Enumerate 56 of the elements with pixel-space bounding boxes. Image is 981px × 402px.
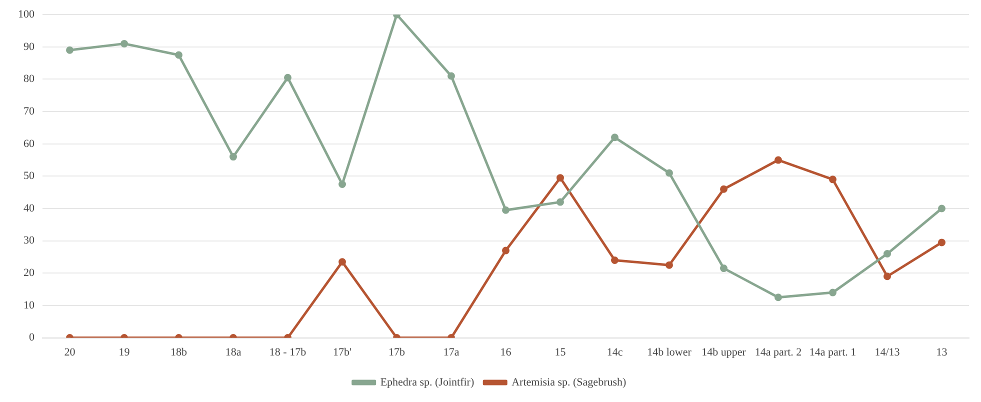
x-tick-label: 17b' — [333, 346, 352, 358]
point — [720, 264, 728, 272]
x-tick-label: 17b — [388, 346, 406, 358]
point — [666, 261, 673, 269]
point — [230, 153, 237, 161]
x-tick-label: 14b upper — [702, 346, 746, 358]
y-tick-label: 100 — [18, 8, 35, 20]
point — [774, 294, 782, 302]
y-tick-label: 60 — [24, 138, 35, 150]
y-tick-label: 90 — [24, 40, 35, 53]
point — [120, 40, 128, 48]
x-tick-label: 14a part. 1 — [809, 346, 856, 358]
legend-label: Artemisia sp. (Sagebrush) — [512, 376, 627, 388]
y-tick-label: 0 — [29, 332, 35, 344]
point — [338, 180, 346, 188]
x-tick-label: 13 — [936, 346, 948, 358]
x-tick-label: 20 — [64, 346, 76, 358]
point — [556, 198, 564, 206]
x-tick-label: 18a — [225, 346, 242, 358]
x-tick-label: 14/13 — [874, 346, 900, 358]
point — [938, 204, 946, 212]
x-tick-label: 18 - 17b — [269, 346, 307, 358]
point — [338, 258, 346, 266]
point — [175, 51, 182, 59]
point — [611, 134, 618, 142]
point — [829, 288, 836, 296]
point — [774, 156, 782, 164]
x-tick-label: 15 — [554, 346, 566, 358]
point — [884, 250, 891, 258]
point — [66, 46, 74, 54]
point — [829, 176, 836, 184]
point — [502, 206, 510, 214]
point — [938, 238, 946, 246]
legend-label: Ephedra sp. (Jointfir) — [380, 376, 474, 388]
x-tick-label: 18b — [170, 346, 188, 358]
y-tick-label: 70 — [24, 105, 35, 118]
y-tick-label: 40 — [24, 202, 35, 214]
point — [666, 169, 673, 177]
point — [502, 246, 510, 254]
x-tick-label: 17a — [443, 346, 460, 358]
point — [720, 185, 728, 193]
point — [284, 74, 292, 82]
y-tick-label: 10 — [24, 299, 35, 312]
y-tick-label: 50 — [24, 170, 35, 182]
x-tick-label: 16 — [500, 346, 512, 358]
point — [611, 256, 618, 264]
point — [884, 272, 891, 280]
x-tick-label: 19 — [118, 346, 130, 358]
y-tick-label: 20 — [24, 267, 35, 280]
y-tick-label: 30 — [24, 234, 35, 247]
point — [556, 174, 564, 182]
x-tick-label: 14c — [606, 346, 623, 358]
x-tick-label: 14b lower — [647, 346, 692, 358]
point — [448, 72, 455, 80]
y-tick-label: 80 — [24, 73, 35, 86]
x-tick-label: 14a part. 2 — [754, 346, 802, 358]
